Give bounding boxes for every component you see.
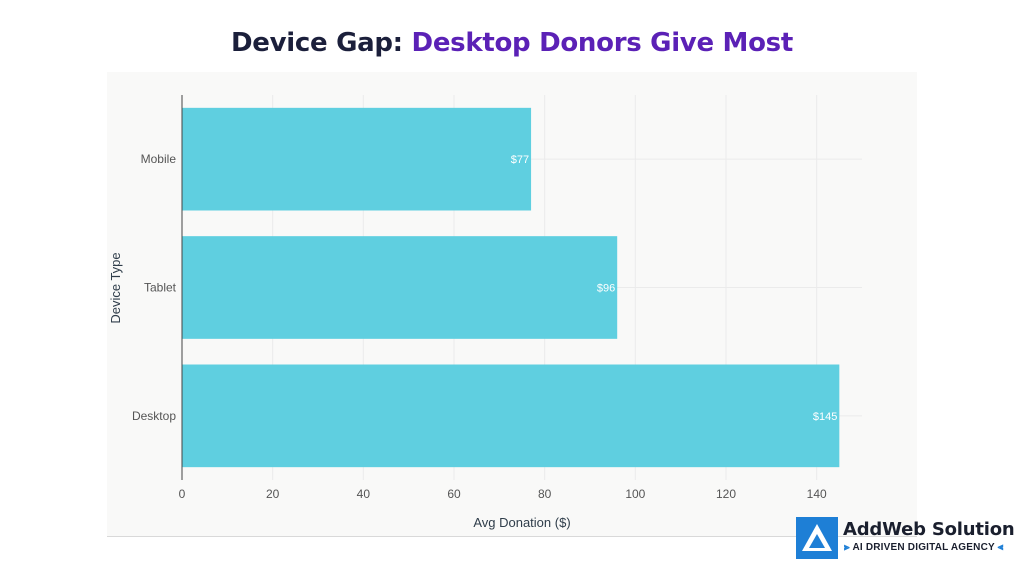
data-label: $145: [813, 411, 837, 423]
x-tick-label: 20: [266, 487, 280, 501]
x-tick-label: 40: [357, 487, 371, 501]
bar-desktop: [182, 364, 840, 468]
x-tick-label: 60: [447, 487, 461, 501]
x-tick-label: 120: [716, 487, 736, 501]
brand-logo: AddWeb Solution ⫸ AI DRIVEN DIGITAL AGEN…: [796, 517, 1018, 561]
y-tick-label: Desktop: [132, 409, 176, 423]
brand-name: AddWeb Solution: [843, 519, 1015, 540]
chart-title: Device Gap: Desktop Donors Give Most: [0, 28, 1024, 58]
data-label: $77: [511, 154, 529, 166]
brand-tagline-text: AI DRIVEN DIGITAL AGENCY: [852, 542, 995, 553]
bar-tablet: [182, 236, 618, 339]
y-axis-title: Device Type: [108, 252, 123, 323]
x-axis-title: Avg Donation ($): [473, 515, 570, 530]
brand-tagline: ⫸ AI DRIVEN DIGITAL AGENCY ⫷: [844, 542, 1004, 553]
x-tick-label: 80: [538, 487, 552, 501]
y-tick-label: Mobile: [141, 152, 177, 166]
chart-title-part2: Desktop Donors Give Most: [411, 28, 794, 58]
x-tick-label: 100: [625, 487, 645, 501]
addweb-logo-icon: [796, 517, 838, 559]
data-label: $96: [597, 283, 615, 295]
y-tick-label: Tablet: [144, 281, 177, 295]
signal-right-icon: ⫷: [994, 542, 1004, 553]
x-tick-label: 140: [807, 487, 827, 501]
bar-mobile: [182, 107, 532, 211]
signal-left-icon: ⫸: [844, 542, 853, 553]
chart-title-part1: Device Gap:: [231, 28, 412, 58]
x-tick-label: 0: [179, 487, 186, 501]
